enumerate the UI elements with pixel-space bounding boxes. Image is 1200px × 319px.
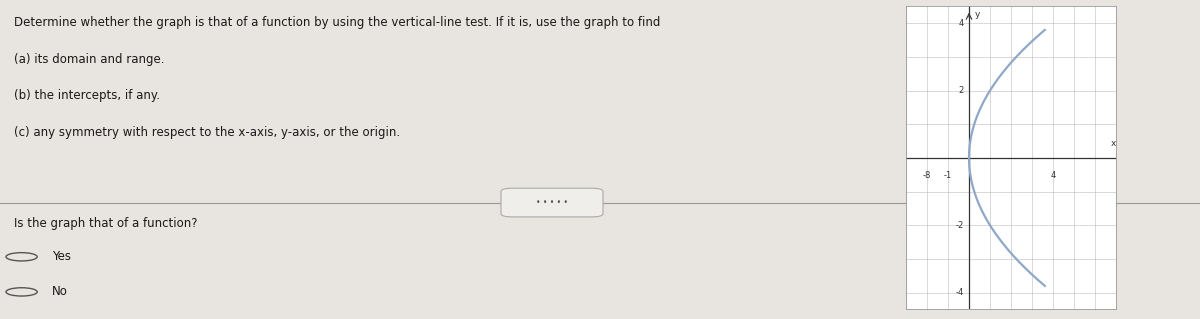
Text: (c) any symmetry with respect to the x-axis, y-axis, or the origin.: (c) any symmetry with respect to the x-a… [14,126,401,139]
Text: -1: -1 [944,171,952,180]
Text: Yes: Yes [52,250,71,263]
Text: • • • • •: • • • • • [536,198,568,207]
Text: y: y [974,10,979,19]
Text: Determine whether the graph is that of a function by using the vertical-line tes: Determine whether the graph is that of a… [14,16,661,29]
Text: 4: 4 [959,19,964,28]
Text: -2: -2 [955,221,964,230]
Text: -4: -4 [955,288,964,297]
Text: (b) the intercepts, if any.: (b) the intercepts, if any. [14,89,161,102]
Text: Is the graph that of a function?: Is the graph that of a function? [14,217,198,230]
Text: (a) its domain and range.: (a) its domain and range. [14,53,164,66]
Text: 2: 2 [959,86,964,95]
Text: -8: -8 [923,171,931,180]
Text: x: x [1111,139,1116,148]
Text: 4: 4 [1050,171,1056,180]
Text: No: No [52,286,67,298]
FancyBboxPatch shape [502,188,602,217]
